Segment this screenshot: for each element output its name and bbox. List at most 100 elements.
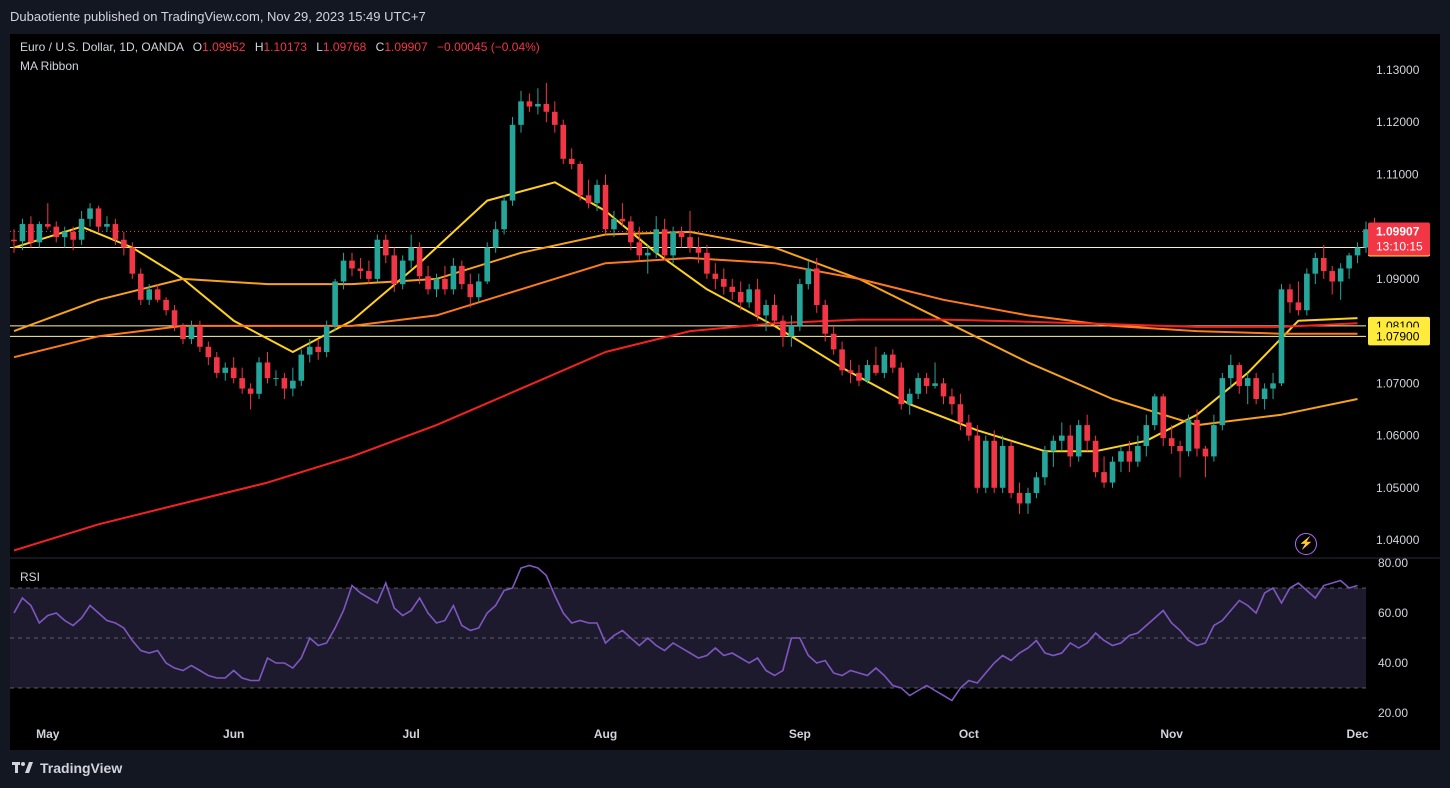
candle-body [1185,419,1192,452]
candle-body [1312,258,1319,274]
candle-body [991,440,997,488]
candle-body [1202,448,1209,457]
candle-body [1244,378,1251,386]
candle-body [1067,435,1074,457]
ma-line-3 [13,318,1358,552]
candle-body [1346,255,1352,269]
candle-body [577,164,583,196]
candle-body [822,305,828,334]
candle-body [661,229,668,256]
rsi-scale[interactable] [1366,558,1440,718]
close-value: 1.09907 [384,40,428,54]
price-scale[interactable] [1366,34,1440,558]
candle-body [239,378,245,389]
candle-body [383,239,389,256]
candle-body [1084,425,1090,441]
candle-body [1228,365,1234,379]
candle-body [28,224,34,243]
candle-body [797,284,803,326]
time-axis-label: May [36,727,60,741]
candle-body [999,446,1006,488]
candle-body [214,357,220,373]
candle-body [1135,446,1141,462]
candle-body [306,346,313,355]
candle-body [1168,438,1175,446]
candle-body [247,388,254,394]
candle-body [146,289,152,300]
candle-body [425,276,431,290]
candle-body [357,268,364,272]
candle-body [763,305,769,316]
candle-body [121,239,127,248]
candle-body [966,422,972,436]
candle-body [188,325,195,339]
candle-body [492,229,499,248]
candle-body [171,310,178,326]
rsi-tick-label: 40.00 [1378,656,1408,670]
time-axis-label: Oct [959,727,979,741]
rsi-tick-label: 80.00 [1378,556,1408,570]
candle-body [1261,388,1268,399]
candle-body [1075,425,1082,457]
candle-body [264,362,271,379]
candle-body [890,354,896,368]
candle-body [602,184,609,230]
candle-body [290,380,296,389]
candle-body [552,111,558,125]
candle-body [484,247,490,282]
candle-body [1304,273,1310,311]
candle-body [695,247,702,253]
candle-body [281,378,288,389]
indicator-legend-ma-ribbon[interactable]: MA Ribbon [20,59,79,73]
candle-body [374,239,381,279]
candle-body [644,252,651,256]
candle-body [87,208,93,219]
lightning-icon[interactable]: ⚡ [1295,533,1317,555]
level-tag-label: 1.07900 [1376,329,1420,343]
candle-body [585,195,592,204]
candle-body [19,224,26,242]
candle-body [1008,446,1014,493]
rsi-tick-label: 20.00 [1378,706,1408,720]
candle-body [315,346,321,352]
candle-body [459,265,465,285]
price-tick-label: 1.05000 [1376,481,1420,495]
candle-body [1143,425,1150,446]
publish-info: Dubaotiente published on TradingView.com… [10,9,426,24]
candle-body [104,224,110,227]
time-axis-label: Aug [594,727,617,741]
candle-body [923,378,930,386]
candle-body [788,325,795,337]
bottom-bar [0,750,1450,788]
candle-body [1354,247,1361,256]
indicator-legend-rsi[interactable]: RSI [20,570,41,584]
candle-body [594,184,600,204]
last-price-tag [1368,222,1430,256]
candle-body [1033,477,1040,493]
candle-body [45,224,51,227]
candle-body [95,208,102,227]
candle-body [704,252,710,274]
candle-body [670,231,676,256]
rsi-line [13,564,1358,702]
candle-body [1092,440,1099,473]
candle-body [1151,396,1158,426]
candle-body [518,101,524,125]
candle-body [560,124,567,159]
candle-body [256,362,262,394]
candle-body [137,273,144,300]
time-axis-label: Jun [223,727,244,741]
candle-body [36,224,43,243]
symbol-legend[interactable]: Euro / U.S. Dollar, 1D, OANDA O1.09952 H… [20,40,540,54]
candle-body [1059,435,1065,441]
ma-line-0 [13,181,1358,453]
candle-body [442,278,448,290]
candle-body [746,289,752,303]
candle-body [1329,271,1335,282]
price-tick-label: 1.13000 [1376,63,1420,77]
candle-body [197,325,203,347]
candle-body [399,260,406,285]
candle-body [1320,258,1327,272]
candle-body [180,325,186,339]
tradingview-logo[interactable]: TradingView [12,760,122,776]
